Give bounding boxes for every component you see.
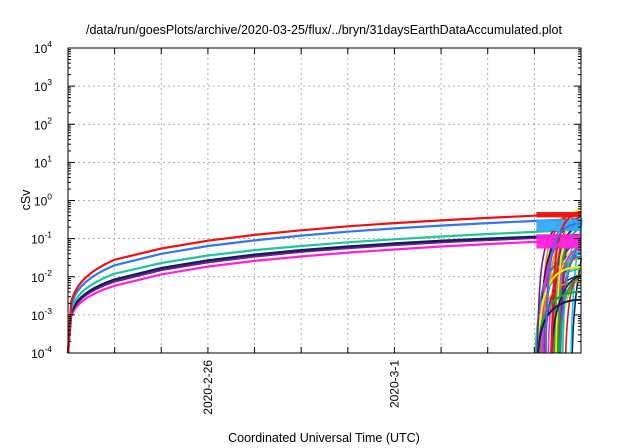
series-line — [66, 217, 582, 354]
y-tick-label: 10-3 — [31, 306, 52, 323]
chart-title: /data/run/goesPlots/archive/2020-03-25/f… — [86, 23, 562, 37]
x-axis-label: Coordinated Universal Time (UTC) — [228, 431, 420, 445]
late-series-layer — [534, 206, 583, 354]
y-tick-label: 102 — [34, 115, 52, 132]
y-tick-labels: 104 103 102 101 100 10-1 10-2 10-3 10-4 — [31, 39, 52, 361]
y-tick-label: 100 — [34, 192, 52, 209]
y-axis-label: cSv — [19, 189, 33, 211]
late-series-band — [536, 219, 581, 231]
y-tick-label: 10-2 — [31, 268, 52, 285]
y-tick-label: 10-1 — [31, 230, 52, 247]
series-line — [66, 212, 582, 354]
ticks — [68, 47, 581, 354]
y-tick-label: 104 — [34, 39, 52, 56]
x-tick-label: 2020-2-26 — [201, 360, 215, 415]
y-tick-label: 10-4 — [31, 344, 52, 361]
y-tick-label: 103 — [34, 77, 52, 94]
late-series-band — [536, 211, 581, 218]
series-layer — [66, 212, 582, 354]
series-line — [66, 238, 582, 354]
grid — [68, 48, 581, 353]
series-line — [66, 228, 582, 354]
late-series-line — [544, 222, 582, 354]
y-tick-label: 101 — [34, 153, 52, 170]
x-tick-label: 2020-3-1 — [387, 360, 401, 408]
series-line — [66, 233, 582, 354]
x-tick-labels: 2020-2-26 2020-3-1 — [201, 360, 402, 415]
late-series-line — [550, 212, 582, 354]
